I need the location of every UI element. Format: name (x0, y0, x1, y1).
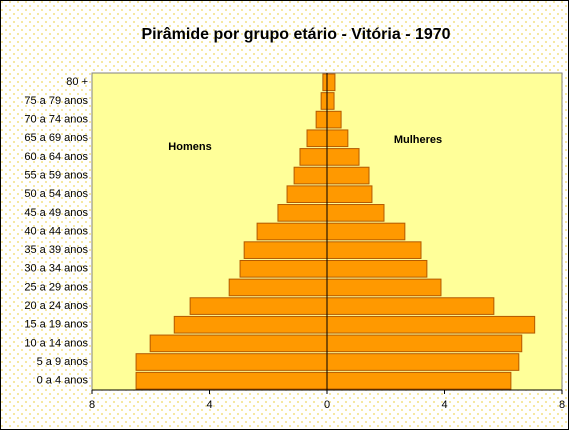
bar (326, 297, 495, 315)
bar (293, 166, 328, 185)
bar (149, 334, 328, 353)
series-label: Homens (168, 141, 211, 153)
y-tick-label: 25 a 29 anos (24, 281, 88, 293)
bar (326, 334, 523, 353)
bar (326, 73, 336, 92)
bar (306, 129, 328, 148)
series-label: Mulheres (394, 134, 442, 146)
y-tick-label: 40 a 44 anos (24, 225, 88, 237)
bar (189, 297, 328, 315)
x-tick-label: 4 (206, 399, 212, 411)
bar (277, 204, 328, 222)
bar (326, 129, 349, 148)
bar (326, 222, 406, 241)
bar (326, 148, 360, 166)
bar (135, 353, 328, 371)
bar (256, 222, 328, 241)
x-tick-label: 8 (89, 399, 95, 411)
bar (326, 241, 422, 259)
y-tick-label: 60 a 64 anos (24, 151, 88, 163)
bar (322, 73, 328, 92)
bar (135, 371, 328, 390)
bar (326, 204, 385, 222)
bar (326, 371, 512, 390)
x-tick-label: 4 (441, 399, 447, 411)
bar (326, 259, 428, 278)
bar (286, 185, 328, 204)
y-tick-label: 30 a 34 anos (24, 263, 88, 275)
chart-title: Pirâmide por grupo etário - Vitória - 19… (141, 26, 450, 43)
y-tick-label: 70 a 74 anos (24, 114, 88, 126)
y-tick-label: 0 a 4 anos (37, 375, 89, 387)
bar (326, 353, 520, 371)
bar (326, 110, 342, 129)
y-tick-label: 10 a 14 anos (24, 337, 88, 349)
bar (228, 278, 328, 297)
bar (239, 259, 328, 278)
bar (326, 166, 370, 185)
y-tick-label: 20 a 24 anos (24, 300, 88, 312)
y-tick-label: 45 a 49 anos (24, 207, 88, 219)
y-tick-label: 55 a 59 anos (24, 169, 88, 181)
bar (320, 92, 328, 110)
y-tick-label: 75 a 79 anos (24, 95, 88, 107)
bar (173, 315, 328, 334)
y-tick-label: 35 a 39 anos (24, 244, 88, 256)
x-tick-label: 8 (559, 399, 565, 411)
y-tick-label: 5 a 9 anos (37, 356, 89, 368)
bar (299, 148, 328, 166)
bar (326, 185, 373, 204)
bar (326, 278, 442, 297)
y-tick-label: 15 a 19 anos (24, 319, 88, 331)
y-tick-label: 80 + (66, 76, 88, 88)
y-tick-label: 50 a 54 anos (24, 188, 88, 200)
bar (326, 92, 335, 110)
x-tick-label: 0 (324, 399, 330, 411)
bar (326, 315, 536, 334)
y-tick-label: 65 a 69 anos (24, 132, 88, 144)
bar (315, 110, 328, 129)
bar (243, 241, 328, 259)
